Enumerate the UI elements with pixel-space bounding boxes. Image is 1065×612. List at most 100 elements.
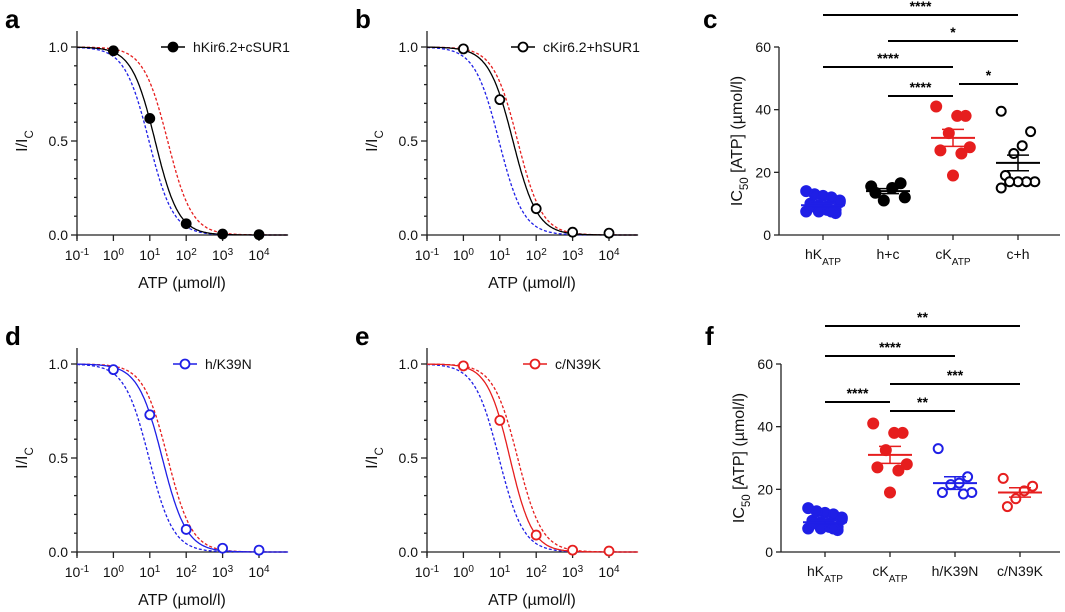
data-point: [217, 542, 229, 554]
data-point: [934, 144, 947, 157]
data-point: [1008, 148, 1020, 160]
data-point: [932, 443, 944, 455]
data-point: [603, 227, 615, 239]
y-tick-label: 1.0: [399, 356, 419, 372]
significance-label: ****: [910, 79, 932, 95]
y-tick-label: 1.0: [49, 39, 69, 55]
y-tick-label: 0.0: [399, 227, 419, 243]
panel-label-b: b: [355, 4, 371, 34]
y-axis-label-rest: [ATP] (µmol/l): [729, 76, 746, 177]
x-tick-label: hKATP: [805, 246, 841, 268]
fit-curve-c/N39K: [427, 363, 639, 553]
x-tick-label: 103: [212, 564, 234, 581]
x-tick-label: 10-1: [65, 247, 90, 264]
y-axis-label-subscript: C: [24, 447, 36, 455]
y-tick-label: 1.0: [399, 39, 419, 55]
data-point: [900, 458, 913, 471]
x-tick-label: h+c: [877, 246, 900, 262]
x-tick-label: 101: [489, 247, 511, 264]
panel-c: 0 20 40 60 hKATP h+c cKATP c+h IC50 [ATP] (µmol/…: [729, 0, 1060, 268]
x-tick-label: 10-1: [415, 247, 440, 264]
data-point: [825, 205, 838, 218]
panel-label-e: e: [355, 321, 369, 351]
y-axis-label: I/IC: [14, 130, 36, 152]
y-axis-label-subscript: C: [374, 130, 386, 138]
data-point: [957, 488, 969, 500]
data-point: [144, 113, 156, 124]
y-axis-label-subscript: C: [24, 130, 36, 138]
significance-label: ****: [910, 0, 932, 14]
x-tick-label: c/N39K: [997, 563, 1044, 579]
x-axis-label: ATP (µmol/l): [488, 592, 576, 609]
x-tick-label: 100: [103, 564, 125, 581]
x-tick-label: 102: [176, 247, 198, 264]
data-point: [802, 502, 815, 515]
data-point: [888, 426, 901, 439]
x-tick-exponent: 0: [468, 564, 474, 575]
x-axis-label: ATP (µmol/l): [488, 275, 576, 292]
data-point: [217, 228, 229, 240]
x-tick-label: 104: [598, 564, 620, 581]
data-point: [884, 486, 896, 499]
x-tick-label: 104: [248, 247, 270, 264]
significance-label: ****: [879, 339, 901, 355]
legend-label: h/K39N: [205, 356, 252, 372]
y-axis-label: IC50 [ATP] (µmol/l): [731, 393, 753, 523]
data-point: [1016, 140, 1028, 152]
legend-marker: [167, 41, 179, 53]
fit-curve-hKir6.2+cSUR1: [76, 46, 289, 236]
x-axis-label: ATP (µmol/l): [138, 275, 226, 292]
significance-label: ****: [847, 385, 869, 401]
data-point: [1025, 126, 1037, 138]
data-point: [530, 529, 542, 541]
x-tick-label-subscript: ATP: [822, 257, 841, 268]
legend-marker: [517, 41, 529, 53]
significance-label: *: [950, 24, 956, 40]
x-tick-exponent: 3: [228, 564, 234, 575]
data-point: [1004, 176, 1016, 188]
data-point: [963, 141, 976, 154]
data-point: [253, 229, 265, 241]
x-tick-exponent: 3: [228, 247, 234, 258]
fit-curve-h/K39N: [77, 363, 289, 553]
data-point: [892, 464, 905, 477]
data-point: [951, 109, 964, 122]
data-point: [567, 544, 578, 556]
y-tick-label: 0: [765, 544, 773, 560]
x-tick-exponent: 4: [264, 247, 270, 258]
y-tick-label: 0.0: [49, 544, 69, 560]
legend-label: c/N39K: [555, 356, 602, 372]
x-tick-exponent: 1: [155, 247, 161, 258]
fit-curve-hKATP: [427, 46, 639, 236]
x-tick-exponent: 0: [118, 564, 124, 575]
y-tick-label: 0.5: [399, 133, 419, 149]
legend-label: cKir6.2+hSUR1: [543, 39, 640, 55]
data-point: [180, 218, 192, 230]
legend-label: hKir6.2+cSUR1: [193, 39, 290, 55]
x-tick-label: 10-1: [65, 564, 90, 581]
data-point: [180, 524, 192, 535]
fit-curve-hKATP: [427, 363, 639, 553]
panel-f: 0 20 40 60 hKATP cKATP h/K39N c/N39K IC50 [ATP] …: [731, 309, 1060, 585]
data-point: [457, 360, 469, 372]
x-tick-label: 101: [139, 564, 161, 581]
x-tick-exponent: 0: [118, 247, 124, 258]
data-point: [995, 182, 1007, 194]
x-tick-label: 103: [562, 247, 584, 264]
data-point: [877, 194, 890, 207]
data-point: [253, 544, 265, 556]
x-tick-exponent: -1: [430, 564, 439, 575]
y-tick-label: 0.0: [399, 544, 419, 560]
data-point: [955, 147, 968, 160]
data-point: [603, 545, 615, 557]
x-tick-label: cKATP: [872, 563, 907, 585]
x-tick-label: 103: [562, 564, 584, 581]
y-tick-label: 20: [755, 164, 771, 180]
data-point: [898, 191, 911, 204]
x-tick-exponent: 3: [578, 564, 584, 575]
x-tick-label: h/K39N: [932, 563, 979, 579]
y-axis-label: IC50 [ATP] (µmol/l): [729, 76, 751, 206]
